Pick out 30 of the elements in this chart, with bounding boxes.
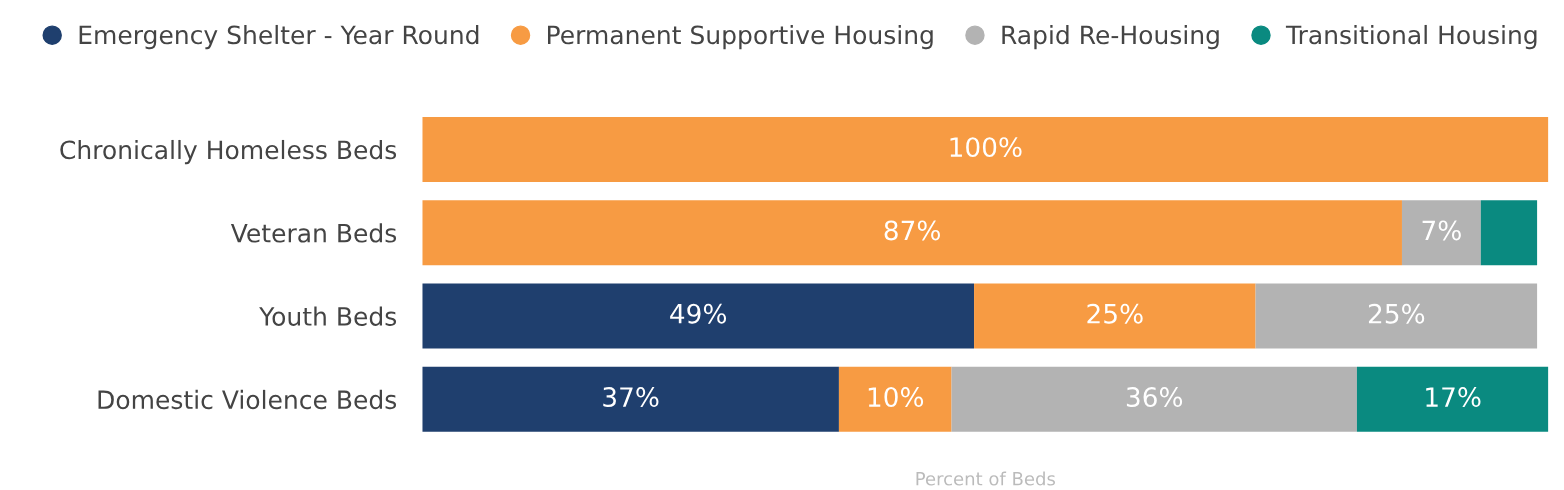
y-tick-label: Chronically Homeless Beds	[60, 139, 397, 165]
legend-label: Permanent Supportive Housing	[548, 24, 933, 50]
y-tick-label: Veteran Beds	[230, 223, 397, 243]
bar	[974, 283, 1256, 349]
data-label: 7%	[1422, 220, 1461, 241]
data-label: 25%	[1087, 303, 1143, 324]
data-label: 10%	[868, 387, 924, 408]
data-label: 25%	[1368, 303, 1425, 324]
data-label: 17%	[1426, 387, 1481, 408]
legend-label: Emergency Shelter - Year Round	[79, 24, 479, 50]
data-label: 87%	[884, 220, 940, 241]
bar	[422, 366, 839, 432]
legend-label: Transitional Housing	[1285, 24, 1537, 50]
data-label: 100%	[950, 137, 1022, 158]
bar	[422, 116, 1549, 182]
bar	[1255, 283, 1538, 349]
data-label: 49%	[670, 303, 727, 324]
legend-label: Rapid Re-Housing	[1002, 24, 1219, 50]
y-tick-label: Domestic Violence Beds	[98, 389, 397, 410]
bar	[1480, 200, 1538, 266]
bar	[422, 200, 1402, 266]
bar	[422, 283, 975, 349]
x-axis-title: Percent of Beds	[916, 471, 1056, 486]
data-label: 37%	[603, 387, 659, 408]
y-tick-label: Youth Beds	[259, 306, 397, 326]
bar	[838, 366, 952, 432]
bar	[1356, 366, 1549, 432]
bar	[951, 366, 1357, 432]
bar	[1401, 200, 1481, 266]
data-label: 36%	[1126, 387, 1183, 408]
